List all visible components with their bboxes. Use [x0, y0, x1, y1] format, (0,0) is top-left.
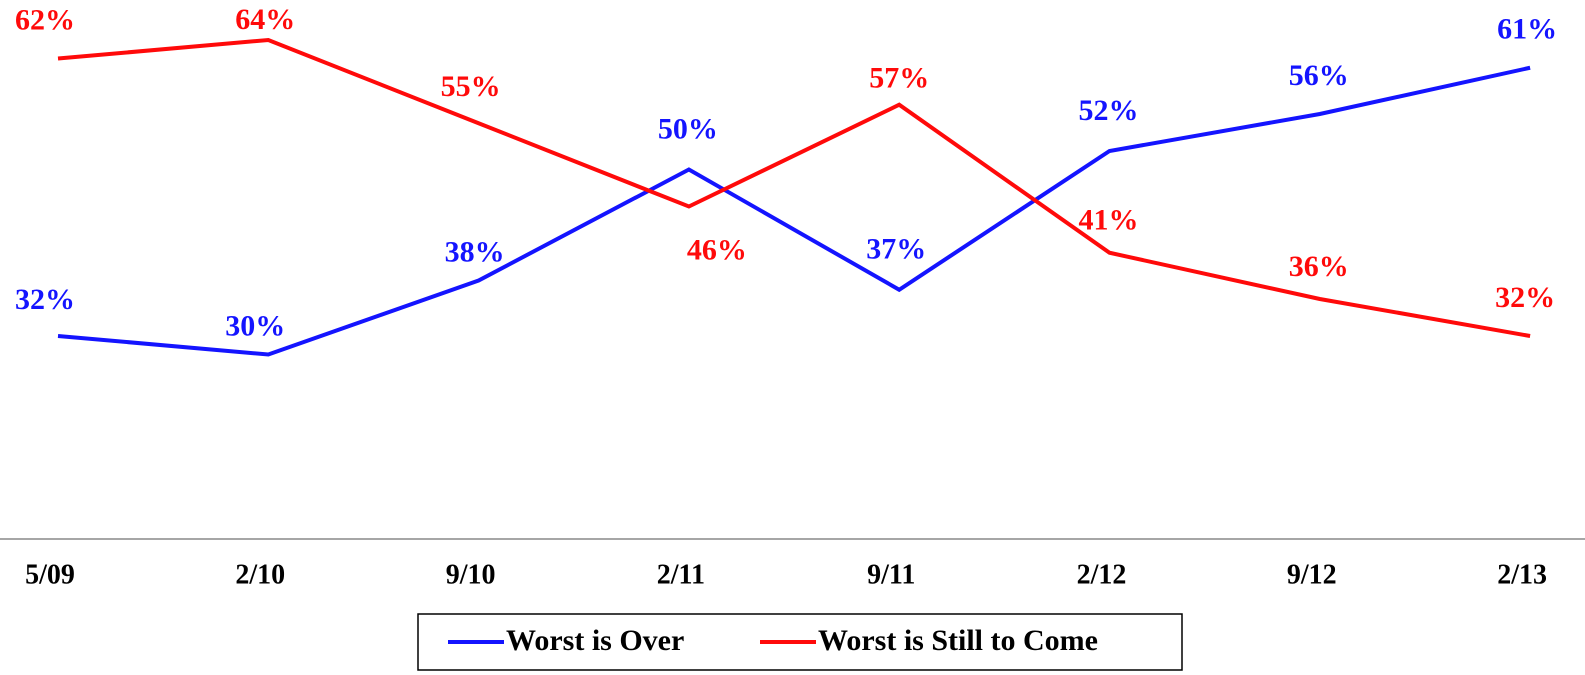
legend-label: Worst is Still to Come [818, 624, 1098, 657]
x-tick-label: 2/12 [1077, 559, 1127, 590]
legend-label: Worst is Over [506, 624, 684, 657]
data-label: 30% [225, 309, 285, 342]
data-label: 37% [866, 233, 926, 266]
data-label: 62% [15, 3, 75, 36]
data-label: 52% [1079, 94, 1139, 127]
data-label: 38% [445, 235, 505, 268]
data-label: 56% [1289, 59, 1349, 92]
series-line [57, 37, 1531, 338]
data-label: 32% [1495, 281, 1555, 314]
x-tick-label: 2/10 [235, 559, 285, 590]
data-label: 50% [658, 112, 718, 145]
data-label: 32% [15, 283, 75, 316]
series-line [57, 65, 1531, 357]
x-tick-label: 5/09 [25, 559, 75, 590]
data-label: 61% [1497, 13, 1557, 46]
data-label: 64% [235, 3, 295, 36]
data-label: 41% [1079, 204, 1139, 237]
x-tick-label: 9/11 [867, 559, 915, 590]
data-label: 57% [869, 62, 929, 95]
x-tick-label: 9/12 [1287, 559, 1337, 590]
data-label: 46% [687, 233, 747, 266]
x-tick-label: 2/11 [657, 559, 705, 590]
x-tick-label: 9/10 [446, 559, 496, 590]
x-tick-label: 2/13 [1497, 559, 1547, 590]
data-label: 36% [1289, 250, 1349, 283]
data-label: 55% [441, 70, 501, 103]
